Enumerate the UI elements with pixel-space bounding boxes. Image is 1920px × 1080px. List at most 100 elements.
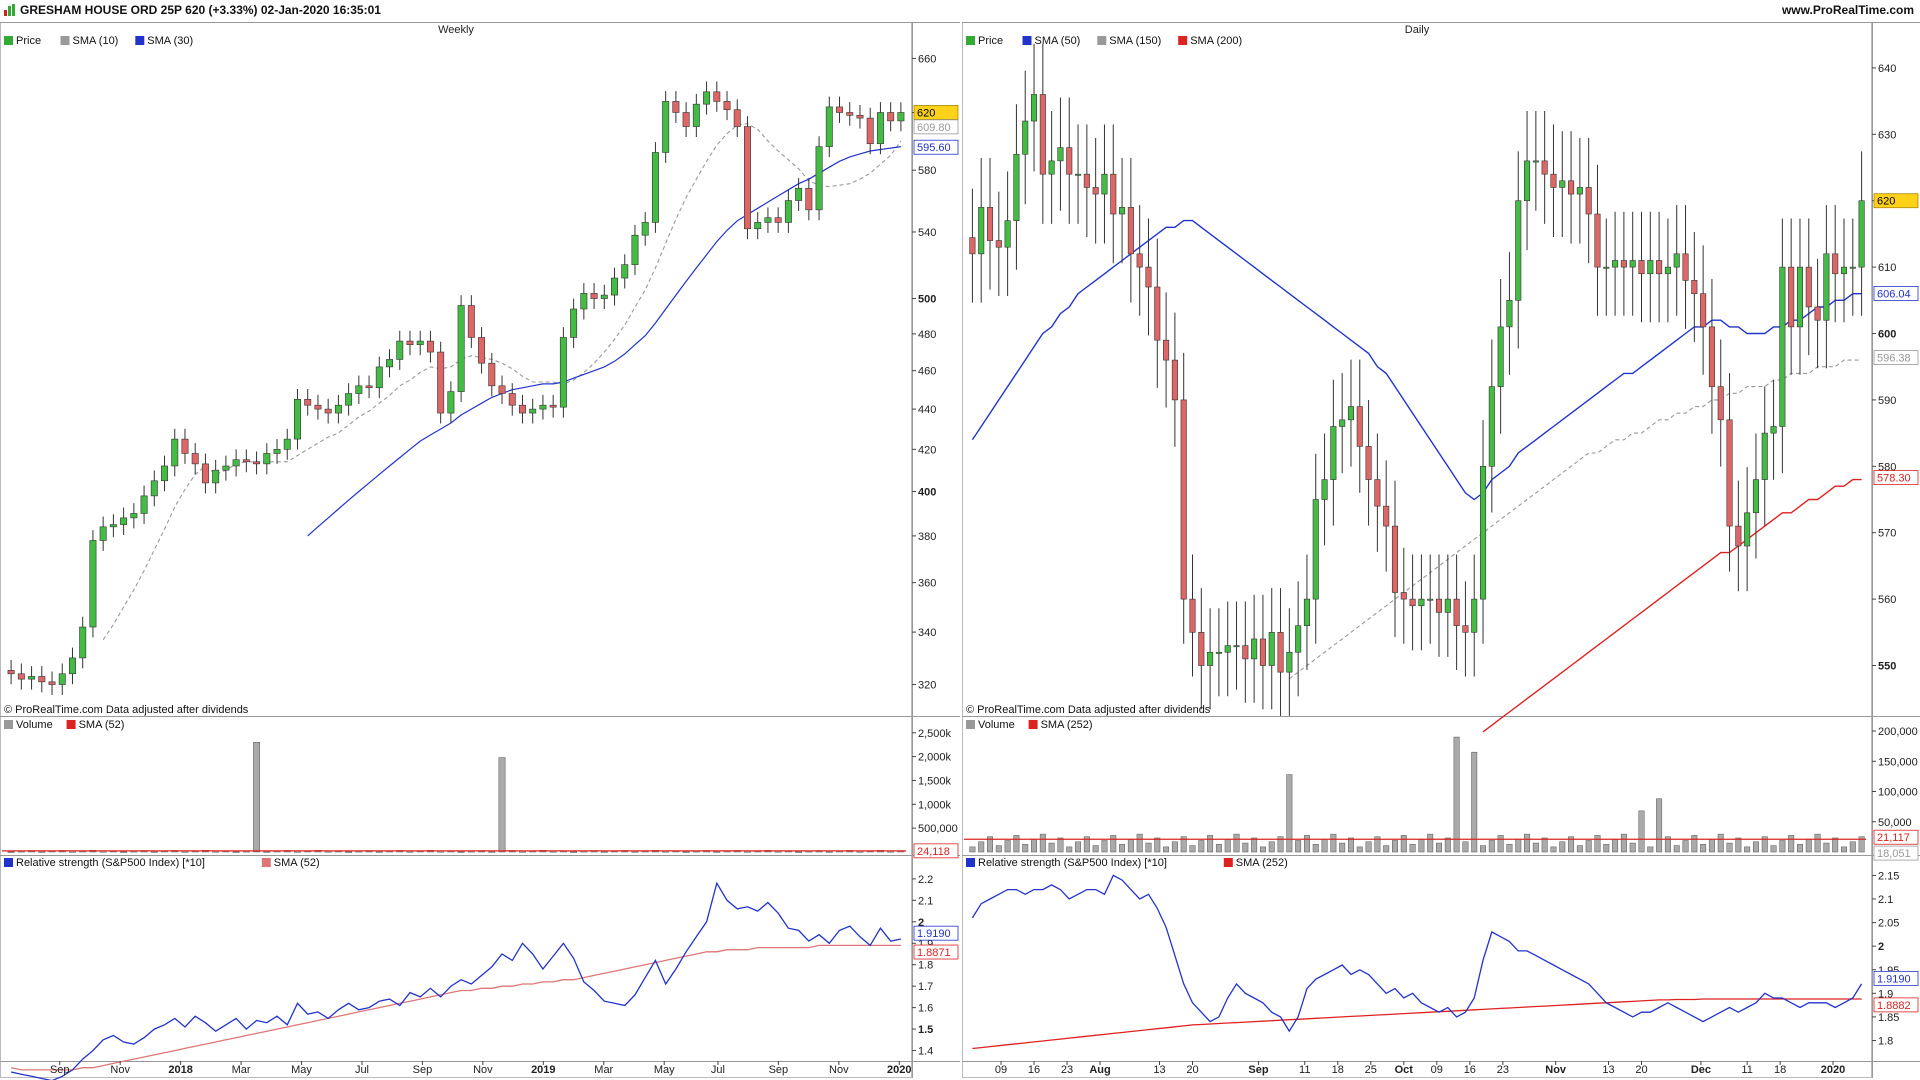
- volume-bar: [1603, 844, 1610, 853]
- volume-bar: [1480, 845, 1487, 853]
- candle-body: [672, 101, 680, 113]
- candle-body: [1391, 525, 1399, 593]
- volume-bar: [682, 851, 690, 853]
- volume-bar: [375, 851, 383, 853]
- x-tick-label: 09: [1431, 1064, 1443, 1076]
- volume-bar: [1691, 835, 1698, 853]
- x-tick-label: 23: [1497, 1064, 1509, 1076]
- legend-label: Volume: [978, 719, 1015, 731]
- volume-bar: [1233, 833, 1240, 853]
- y-tick-label: 2.2: [918, 874, 933, 886]
- candle-body: [1471, 598, 1478, 633]
- volume-bar: [1559, 841, 1566, 853]
- candle-body: [109, 524, 117, 528]
- volume-bar: [1506, 844, 1513, 853]
- candle-body: [733, 109, 741, 127]
- legend-label: Price: [978, 35, 1003, 47]
- sma200-line: [1482, 478, 1862, 733]
- candle-body: [89, 540, 97, 628]
- candle-body: [703, 91, 711, 105]
- period-label: Daily: [1405, 24, 1430, 36]
- candle-body: [304, 399, 312, 406]
- x-tick-label: Nov: [1545, 1064, 1567, 1076]
- volume-bar: [995, 845, 1002, 853]
- volume-bar: [1515, 838, 1522, 853]
- candle-body: [1541, 160, 1548, 175]
- volume-bar: [1770, 845, 1777, 853]
- candle-body: [995, 240, 1002, 248]
- legend-swatch: [66, 720, 76, 729]
- candle-body: [600, 294, 608, 299]
- candle-body: [212, 469, 220, 484]
- candle-body: [1374, 479, 1381, 507]
- price-candles: [969, 43, 1865, 716]
- volume-bar: [1576, 845, 1583, 853]
- volume-bar: [1832, 837, 1839, 853]
- candle-body: [1717, 386, 1724, 421]
- volume-bar: [1717, 833, 1724, 853]
- candle-body: [611, 277, 618, 296]
- candle-body: [774, 217, 782, 223]
- volume-bar: [345, 851, 353, 853]
- volume-bar: [1383, 845, 1390, 853]
- volume-bar: [1365, 841, 1372, 853]
- candle-body: [181, 438, 189, 454]
- candle-body: [764, 217, 772, 223]
- volume-bar: [1647, 846, 1654, 853]
- volume-bar: [1303, 835, 1310, 853]
- candle-body: [416, 340, 424, 346]
- y-tick-label: 600: [1878, 329, 1896, 341]
- candle-body: [1638, 260, 1645, 275]
- y-tick-label: 1.6: [918, 1003, 933, 1015]
- x-tick-label: 25: [1365, 1064, 1377, 1076]
- x-tick-label: 11: [1741, 1064, 1752, 1076]
- candle-body: [498, 385, 506, 394]
- candle-body: [406, 340, 414, 346]
- sma200-tag: 578.30: [1873, 470, 1919, 486]
- candle-body: [283, 438, 291, 450]
- y-tick-label: 2.1: [1878, 894, 1893, 906]
- volume-bar: [1436, 842, 1442, 853]
- tag-box: [913, 119, 959, 135]
- volume-bar: [713, 851, 721, 853]
- y-tick-label: 1.7: [918, 981, 933, 993]
- candle-body: [651, 152, 659, 223]
- volume-bar: [1048, 842, 1055, 853]
- candle-body: [621, 264, 629, 279]
- y-tick-label: 590: [1878, 395, 1896, 407]
- y-tick-label: 550: [1878, 661, 1896, 673]
- y-tick-label: 540: [918, 227, 936, 239]
- x-tick-label: Nov: [473, 1064, 493, 1076]
- volume-bar: [1700, 844, 1707, 853]
- candle-body: [1779, 266, 1786, 427]
- volume-bar: [1339, 842, 1346, 853]
- y-tick-label: 2,500k: [918, 728, 952, 740]
- x-tick-label: Oct: [1395, 1064, 1414, 1076]
- candle-body: [986, 207, 994, 241]
- candle-body: [1286, 651, 1293, 673]
- tag-label: 24,118: [917, 846, 950, 858]
- sma150-tag: 596.38: [1873, 350, 1919, 365]
- candle-body: [79, 626, 87, 659]
- candle-body: [273, 449, 281, 454]
- x-axis: 09 16 23 Aug 13 20 Sep 11 18 25 Oct 09 16 23 Nov 13 20 De…: [995, 1061, 1845, 1076]
- y-tick-label: 500: [918, 294, 936, 306]
- x-tick-label: Sep: [769, 1064, 789, 1076]
- last-price-tag: 620: [1873, 193, 1919, 209]
- tag-box: [1873, 470, 1919, 486]
- candle-body: [1673, 253, 1680, 268]
- candle-body: [1849, 266, 1856, 269]
- volume-bar: [1031, 838, 1038, 853]
- candle-body: [294, 399, 301, 440]
- legend-label: Relative strength (S&P500 Index) [*10]: [978, 857, 1167, 869]
- candle-body: [1365, 446, 1372, 480]
- candle-body: [120, 517, 128, 525]
- volume-bar: [631, 851, 639, 853]
- candle-body: [549, 404, 557, 408]
- candle-body: [1409, 598, 1416, 607]
- y-tick-label: 320: [918, 680, 936, 692]
- volume-bar: [1629, 842, 1636, 853]
- candle-body: [723, 101, 731, 111]
